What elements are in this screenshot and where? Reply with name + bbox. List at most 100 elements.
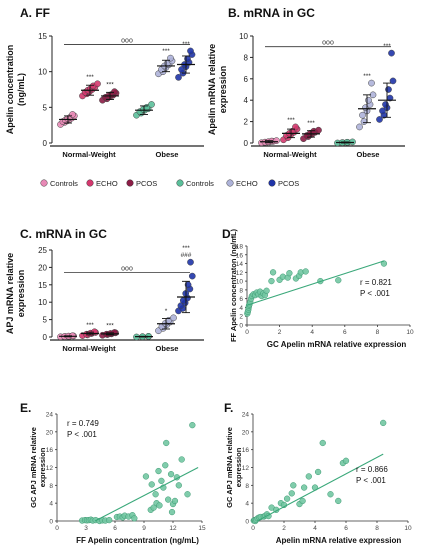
data-point [168, 508, 176, 516]
series-obese-pcos: *** [175, 41, 196, 81]
legend-item-echo: ECHO [226, 179, 258, 188]
significance-stars: *** [363, 73, 371, 80]
x-tick-label: 8 [375, 525, 379, 532]
data-point [175, 482, 182, 489]
y-tick-label: 25 [38, 246, 47, 255]
y-tick-label: 16 [242, 447, 250, 454]
y-tick-label: 12 [242, 465, 250, 472]
series-obese-echo: *** [155, 48, 176, 78]
data-point [142, 473, 150, 480]
x-tick-label: 12 [169, 525, 177, 532]
y-axis-label-line: expression [218, 66, 228, 114]
chart-a: A. FF 0 5 10 15 Apelin concentration(ng/mL) No… [5, 6, 204, 159]
series-obese-echo: * [155, 308, 177, 335]
y-tick-label: 14 [236, 261, 244, 268]
data-point [268, 277, 275, 285]
legend-marker [86, 179, 94, 187]
significance-stars: *** [182, 245, 190, 252]
data-point [155, 467, 162, 475]
y-tick-label: 8 [49, 483, 53, 490]
data-point [376, 116, 383, 123]
chart-e: E. 0 4 8 12 16 20 24 0 3 6 9 12 15 FF Apelin concentra… [20, 401, 206, 545]
y-tick-label: 4 [49, 501, 53, 508]
x-tick-label: 10 [404, 525, 412, 532]
y-tick-label: 2 [244, 118, 249, 127]
legend-marker [40, 179, 48, 187]
significance-stars: *** [162, 48, 170, 55]
data-point [342, 457, 350, 464]
group-label: Normal-Weight [62, 150, 116, 159]
data-point [301, 484, 308, 491]
data-point [283, 495, 291, 502]
data-point [359, 111, 366, 119]
y-tick-label: 16 [236, 252, 244, 259]
chart-title: F. [224, 401, 233, 415]
significance-stars: *** [307, 120, 315, 127]
y-tick-label: 2 [239, 314, 243, 321]
legend-label: ECHO [236, 179, 258, 188]
data-point [69, 111, 76, 118]
x-axis-label: FF Apelin concentration (ng/mL) [76, 536, 199, 545]
y-axis-label-line: Apelin concentration [5, 45, 15, 135]
x-tick-label: 4 [310, 329, 314, 336]
data-point [327, 491, 334, 498]
significance-stars: *** [287, 117, 295, 124]
data-point [187, 47, 194, 55]
series-normalweight-controls [57, 111, 78, 128]
data-point [152, 491, 159, 498]
data-point [170, 314, 177, 322]
series-normalweight-pcos: *** [99, 322, 119, 339]
bracket-label: ooo [322, 40, 334, 47]
x-tick-label: 4 [313, 525, 317, 532]
y-axis-label-line: GC APJ mRNA relative [225, 427, 234, 508]
legend-item-pcos: PCOS [268, 179, 299, 188]
significance-stars: *** [182, 41, 190, 48]
legend-label: Controls [186, 179, 214, 188]
y-tick-label: 20 [46, 429, 54, 436]
data-point [162, 462, 169, 469]
y-axis-label: GC APJ mRNA relativeexpression [29, 427, 47, 508]
data-point [188, 272, 196, 280]
data-point [368, 79, 375, 87]
significance-stars: * [165, 308, 168, 315]
legend-marker [126, 179, 134, 187]
x-axis-label: Apelin mRNA relative expression [276, 536, 402, 545]
x-tick-label: 3 [84, 525, 88, 532]
y-tick-label: 18 [236, 244, 244, 251]
data-point [171, 497, 179, 505]
y-axis-label: FF Apelin concentraton (ng/mL) [229, 228, 238, 342]
y-axis-label-line: GC APJ mRNA relative [29, 427, 38, 508]
x-tick-label: 8 [376, 329, 380, 336]
y-tick-label: 0 [245, 519, 249, 526]
x-tick-label: 6 [113, 525, 117, 532]
y-tick-label: 0 [43, 333, 48, 342]
data-point [360, 118, 368, 125]
legend-marker [176, 179, 184, 187]
data-point [263, 287, 270, 294]
data-point [184, 491, 191, 498]
legend-item-echo: ECHO [86, 179, 118, 188]
significance-stars: *** [106, 322, 114, 329]
x-tick-label: 2 [282, 525, 286, 532]
regression-line [246, 260, 385, 306]
significance-hash: ### [181, 252, 192, 259]
y-tick-label: 24 [46, 412, 54, 419]
x-tick-label: 6 [344, 525, 348, 532]
data-point [385, 86, 392, 93]
x-tick-label: 9 [142, 525, 146, 532]
group-label: Normal-Weight [62, 344, 116, 353]
correlation-r: r = 0.866 [356, 465, 388, 474]
series-normalweight-pcos: *** [300, 120, 322, 143]
y-tick-label: 10 [38, 298, 47, 307]
data-point [380, 419, 387, 427]
chart-title: D. [222, 227, 234, 241]
p-value: P < .001 [360, 289, 390, 298]
legend-marker [268, 179, 276, 187]
data-point [380, 260, 388, 267]
y-tick-label: 20 [38, 263, 47, 272]
x-tick-label: 6 [343, 329, 347, 336]
data-point [356, 123, 363, 131]
chart-title: C. mRNA in GC [20, 227, 107, 241]
